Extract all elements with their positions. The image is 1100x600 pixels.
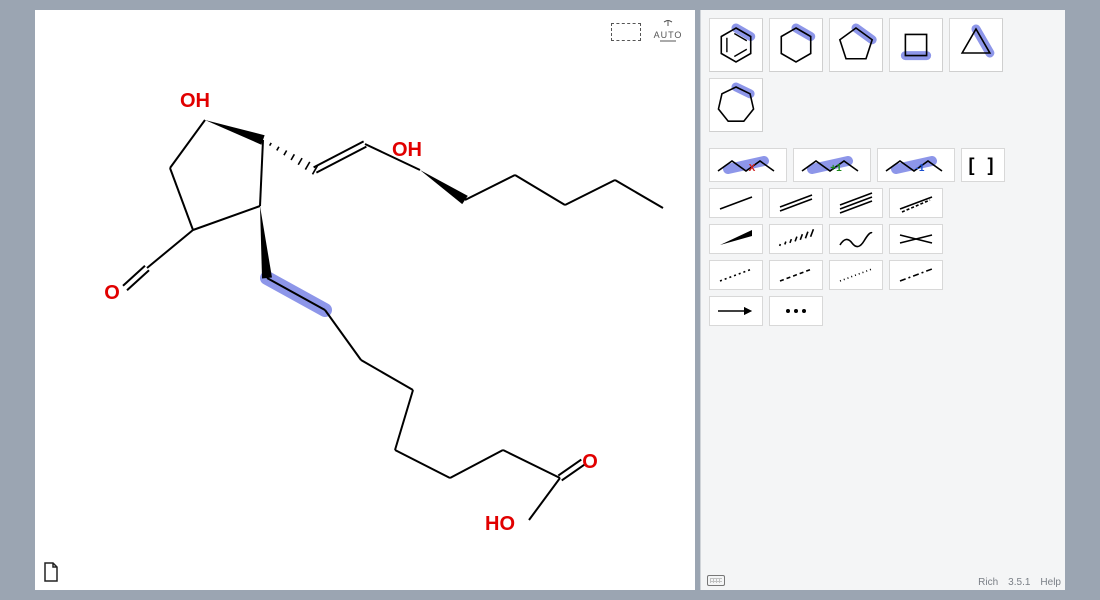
svg-text:O: O (582, 451, 598, 473)
wedge-solid-tool[interactable] (709, 224, 763, 254)
status-bar: Rich 3.5.1 Help (978, 577, 1061, 588)
new-page-button[interactable] (43, 562, 59, 582)
dashed-3-tool[interactable] (829, 260, 883, 290)
svg-text:OH: OH (392, 139, 422, 161)
charge-plus-tool[interactable]: +1 (793, 148, 871, 182)
page-icon (43, 562, 59, 582)
ellipsis-bond-tool[interactable] (769, 296, 823, 326)
tool-palette: X +1 -1 [ ] Rich 3.5.1 Help (700, 10, 1065, 590)
dashed-4-tool[interactable] (889, 260, 943, 290)
ring-tools-row-2 (709, 78, 1057, 132)
app-version-label: 3.5.1 (1008, 577, 1030, 588)
ring-tool-cyclobutane[interactable] (889, 18, 943, 72)
keyboard-toggle-button[interactable] (707, 575, 725, 586)
molecule-svg[interactable]: OHOHOOHO (35, 10, 695, 590)
delete-atom-tool[interactable]: X (709, 148, 787, 182)
app-name-label: Rich (978, 577, 998, 588)
arrow-bond-tool[interactable] (709, 296, 763, 326)
charge-minus-tool[interactable]: -1 (877, 148, 955, 182)
triple-bond-tool[interactable] (829, 188, 883, 218)
ring-tool-cyclopropane[interactable] (949, 18, 1003, 72)
svg-text:HO: HO (485, 513, 515, 535)
svg-text:X: X (749, 163, 756, 174)
crossed-double-tool[interactable] (889, 224, 943, 254)
ring-tool-cyclohexane[interactable] (769, 18, 823, 72)
ring-tools-row-1 (709, 18, 1057, 72)
double-bond-tool[interactable] (769, 188, 823, 218)
single-bond-tool[interactable] (709, 188, 763, 218)
aromatic-bond-tool[interactable] (889, 188, 943, 218)
svg-text:-1: -1 (916, 163, 925, 174)
drawing-canvas[interactable]: AUTO OHOHOOHO (35, 10, 695, 590)
ring-tool-cyclopentane[interactable] (829, 18, 883, 72)
svg-text:OH: OH (180, 90, 210, 112)
svg-text:O: O (104, 282, 120, 304)
ring-tool-cycloheptane[interactable] (709, 78, 763, 132)
bond-tools-grid (709, 188, 1057, 326)
svg-text:+1: +1 (830, 163, 842, 174)
wedge-hash-tool[interactable] (769, 224, 823, 254)
ring-tool-benzene[interactable] (709, 18, 763, 72)
help-link[interactable]: Help (1040, 577, 1061, 588)
brackets-tool[interactable]: [ ] (961, 148, 1005, 182)
dashed-2-tool[interactable] (769, 260, 823, 290)
dashed-1-tool[interactable] (709, 260, 763, 290)
wavy-bond-tool[interactable] (829, 224, 883, 254)
charge-tools-row: X +1 -1 [ ] (709, 148, 1057, 182)
